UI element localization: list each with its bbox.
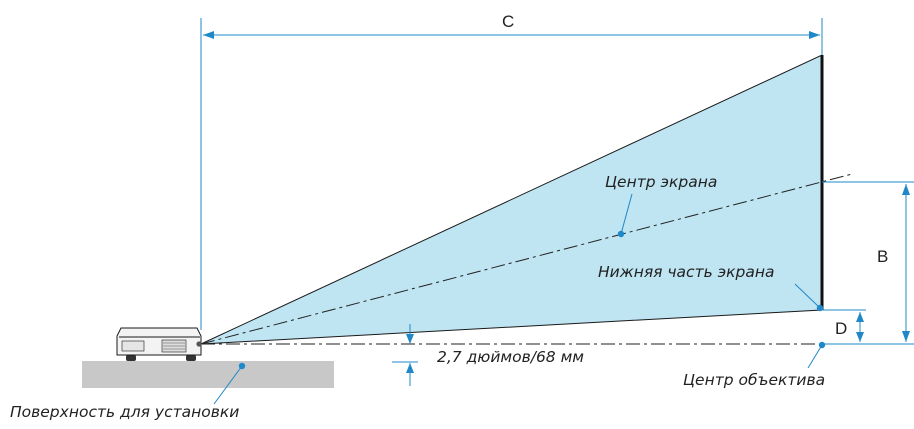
projection-beam — [200, 54, 823, 345]
screen-center-label: Центр экрана — [605, 173, 718, 191]
leader-dot-mounting-surface — [238, 362, 246, 370]
lens-offset-arrow-top — [406, 334, 414, 344]
lens-offset-arrow-bottom — [406, 363, 414, 373]
projector — [116, 327, 202, 361]
projector-feet-right — [186, 355, 196, 361]
dimension-b-arrow-bottom — [902, 331, 910, 342]
dimension-d-arrow-bottom — [856, 332, 864, 342]
screen-bottom-label: Нижняя часть экрана — [598, 263, 775, 281]
projector-panel — [121, 340, 145, 352]
dimension-d-label: D — [835, 319, 848, 338]
leader-dot-screen-bottom — [816, 304, 824, 312]
screen-center-axis — [200, 173, 853, 345]
dimension-c-arrow-right — [809, 31, 820, 39]
mounting-surface — [82, 361, 334, 388]
leader-dot-screen-center — [617, 230, 625, 238]
dimension-b-label: B — [877, 247, 889, 266]
lens-offset-label: 2,7 дюймов/68 мм — [437, 348, 584, 366]
leader-screen-center — [620, 193, 633, 235]
lens-center-label: Центр объектива — [683, 371, 826, 389]
dimension-d-arrow-top — [856, 312, 864, 322]
projector-feet-left — [126, 355, 136, 361]
leader-screen-bottom — [794, 283, 821, 309]
dimension-c-arrow-left — [203, 31, 214, 39]
projector-lens — [196, 341, 202, 347]
dimension-c-label: C — [502, 12, 515, 31]
leader-lens-center — [807, 344, 823, 369]
dimension-b-arrow-top — [902, 184, 910, 195]
mounting-surface-label: Поверхность для установки — [10, 403, 240, 421]
leader-dot-lens-center — [818, 341, 826, 349]
leader-mounting-surface — [213, 365, 243, 405]
